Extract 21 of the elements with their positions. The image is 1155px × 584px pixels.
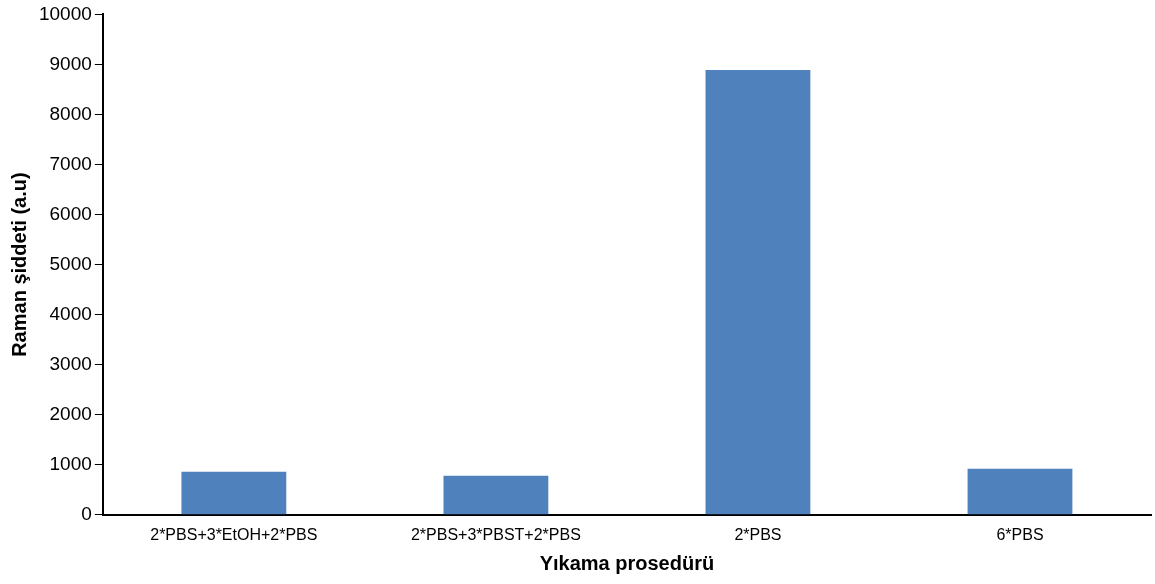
y-tick-label: 7000 [49, 152, 92, 174]
y-tick-label: 3000 [49, 352, 92, 374]
bar [443, 475, 549, 515]
y-tick-label: 9000 [49, 52, 92, 74]
bar [181, 471, 287, 515]
x-tick-label: 2*PBS [734, 525, 782, 543]
bar [967, 468, 1073, 515]
x-tick-label: 2*PBS+3*EtOH+2*PBS [150, 525, 318, 543]
y-axis-title: Raman şiddeti (a.u) [7, 172, 30, 357]
bar [705, 69, 811, 515]
y-tick-label: 5000 [49, 252, 92, 274]
y-tick-label: 0 [81, 503, 92, 525]
y-tick-label: 10000 [38, 2, 92, 24]
x-axis-title: Yıkama prosedürü [539, 551, 715, 574]
y-tick-label: 1000 [49, 452, 92, 474]
x-tick-label: 6*PBS [996, 525, 1044, 543]
x-tick-label: 2*PBS+3*PBST+2*PBS [410, 525, 581, 543]
y-tick-label: 6000 [49, 202, 92, 224]
y-tick-label: 2000 [49, 402, 92, 424]
y-tick-label: 4000 [49, 302, 92, 324]
y-tick-label: 8000 [49, 102, 92, 124]
